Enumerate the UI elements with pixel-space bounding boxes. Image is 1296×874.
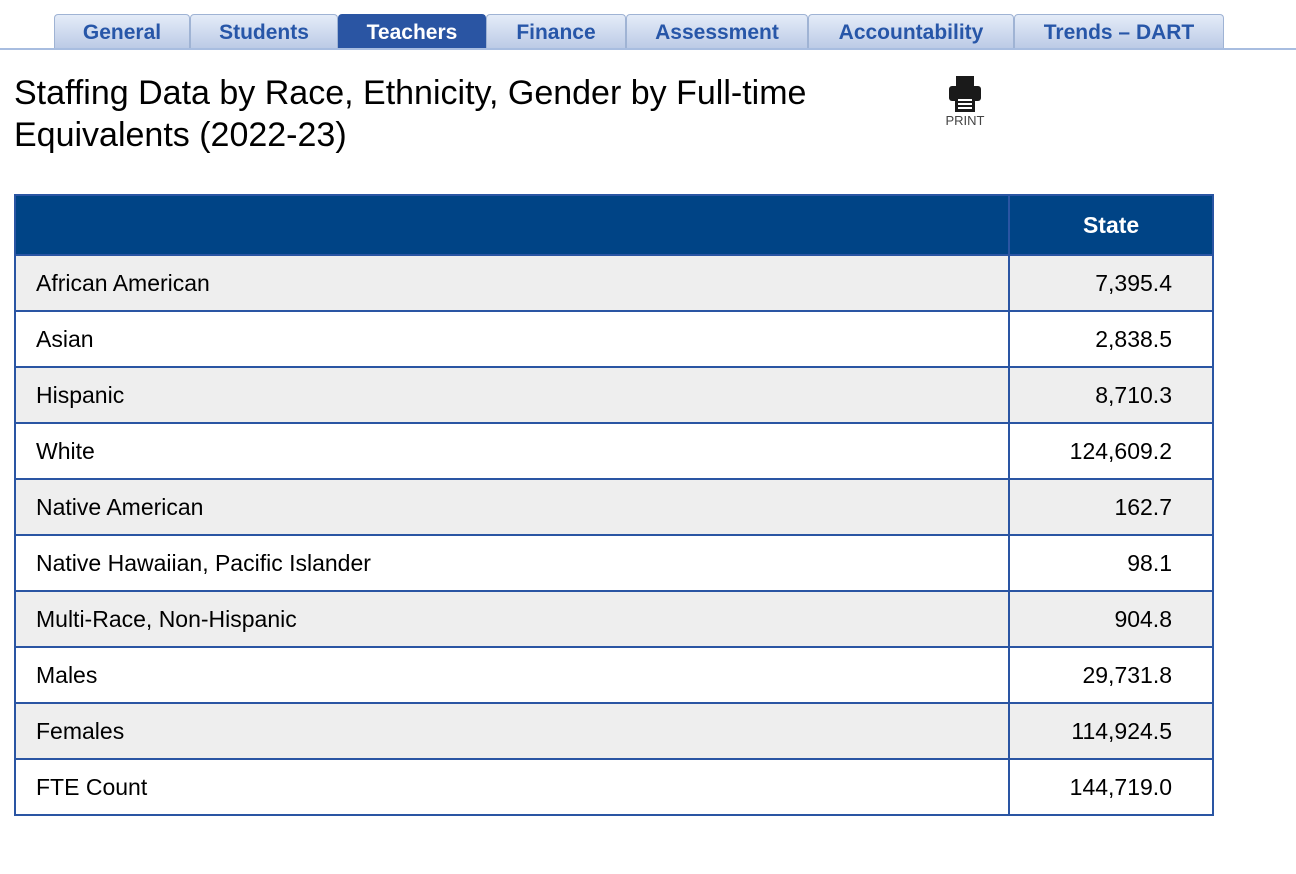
table-row: African American 7,395.4 — [13, 254, 1214, 312]
table-row: FTE Count 144,719.0 — [13, 758, 1214, 816]
row-value: 29,731.8 — [1008, 646, 1214, 704]
row-label: Males — [13, 646, 1011, 704]
row-value: 114,924.5 — [1008, 702, 1214, 760]
print-label: PRINT — [945, 113, 985, 128]
table-row: Native Hawaiian, Pacific Islander 98.1 — [13, 534, 1214, 592]
column-header-category — [13, 194, 1011, 256]
row-label: White — [13, 422, 1011, 480]
row-value: 904.8 — [1008, 590, 1214, 648]
printer-icon — [949, 76, 981, 112]
tab-trends-dart[interactable]: Trends – DART — [1014, 14, 1224, 48]
row-label: Females — [13, 702, 1011, 760]
table-row: Females 114,924.5 — [13, 702, 1214, 760]
table-row: Multi-Race, Non-Hispanic 904.8 — [13, 590, 1214, 648]
row-value: 7,395.4 — [1008, 254, 1214, 312]
table-row: Hispanic 8,710.3 — [13, 366, 1214, 424]
row-value: 162.7 — [1008, 478, 1214, 536]
column-header-state: State — [1008, 194, 1214, 256]
row-value: 2,838.5 — [1008, 310, 1214, 368]
table-row: White 124,609.2 — [13, 422, 1214, 480]
tab-teachers[interactable]: Teachers — [338, 14, 486, 48]
tab-bar: General Students Teachers Finance Assess… — [0, 0, 1296, 50]
tab-accountability[interactable]: Accountability — [808, 14, 1014, 48]
table-row: Males 29,731.8 — [13, 646, 1214, 704]
page-title-line1: Staffing Data by Race, Ethnicity, Gender… — [14, 74, 807, 112]
staffing-table: State African American 7,395.4 Asian 2,8… — [13, 194, 1214, 816]
row-label: African American — [13, 254, 1011, 312]
row-value: 8,710.3 — [1008, 366, 1214, 424]
row-value: 124,609.2 — [1008, 422, 1214, 480]
row-value: 144,719.0 — [1008, 758, 1214, 816]
page-title-line2: Equivalents (2022-23) — [14, 116, 347, 154]
row-label: Native American — [13, 478, 1011, 536]
row-label: Native Hawaiian, Pacific Islander — [13, 534, 1011, 592]
row-label: Hispanic — [13, 366, 1011, 424]
table-row: Asian 2,838.5 — [13, 310, 1214, 368]
row-value: 98.1 — [1008, 534, 1214, 592]
tab-assessment[interactable]: Assessment — [626, 14, 808, 48]
print-button[interactable]: PRINT — [936, 74, 994, 134]
tab-general[interactable]: General — [54, 14, 190, 48]
row-label: Asian — [13, 310, 1011, 368]
row-label: FTE Count — [13, 758, 1011, 816]
row-label: Multi-Race, Non-Hispanic — [13, 590, 1011, 648]
table-header-row: State — [13, 194, 1214, 256]
table-row: Native American 162.7 — [13, 478, 1214, 536]
tab-finance[interactable]: Finance — [486, 14, 626, 48]
tab-students[interactable]: Students — [190, 14, 338, 48]
page-title: Staffing Data by Race, Ethnicity, Gender… — [14, 72, 894, 156]
